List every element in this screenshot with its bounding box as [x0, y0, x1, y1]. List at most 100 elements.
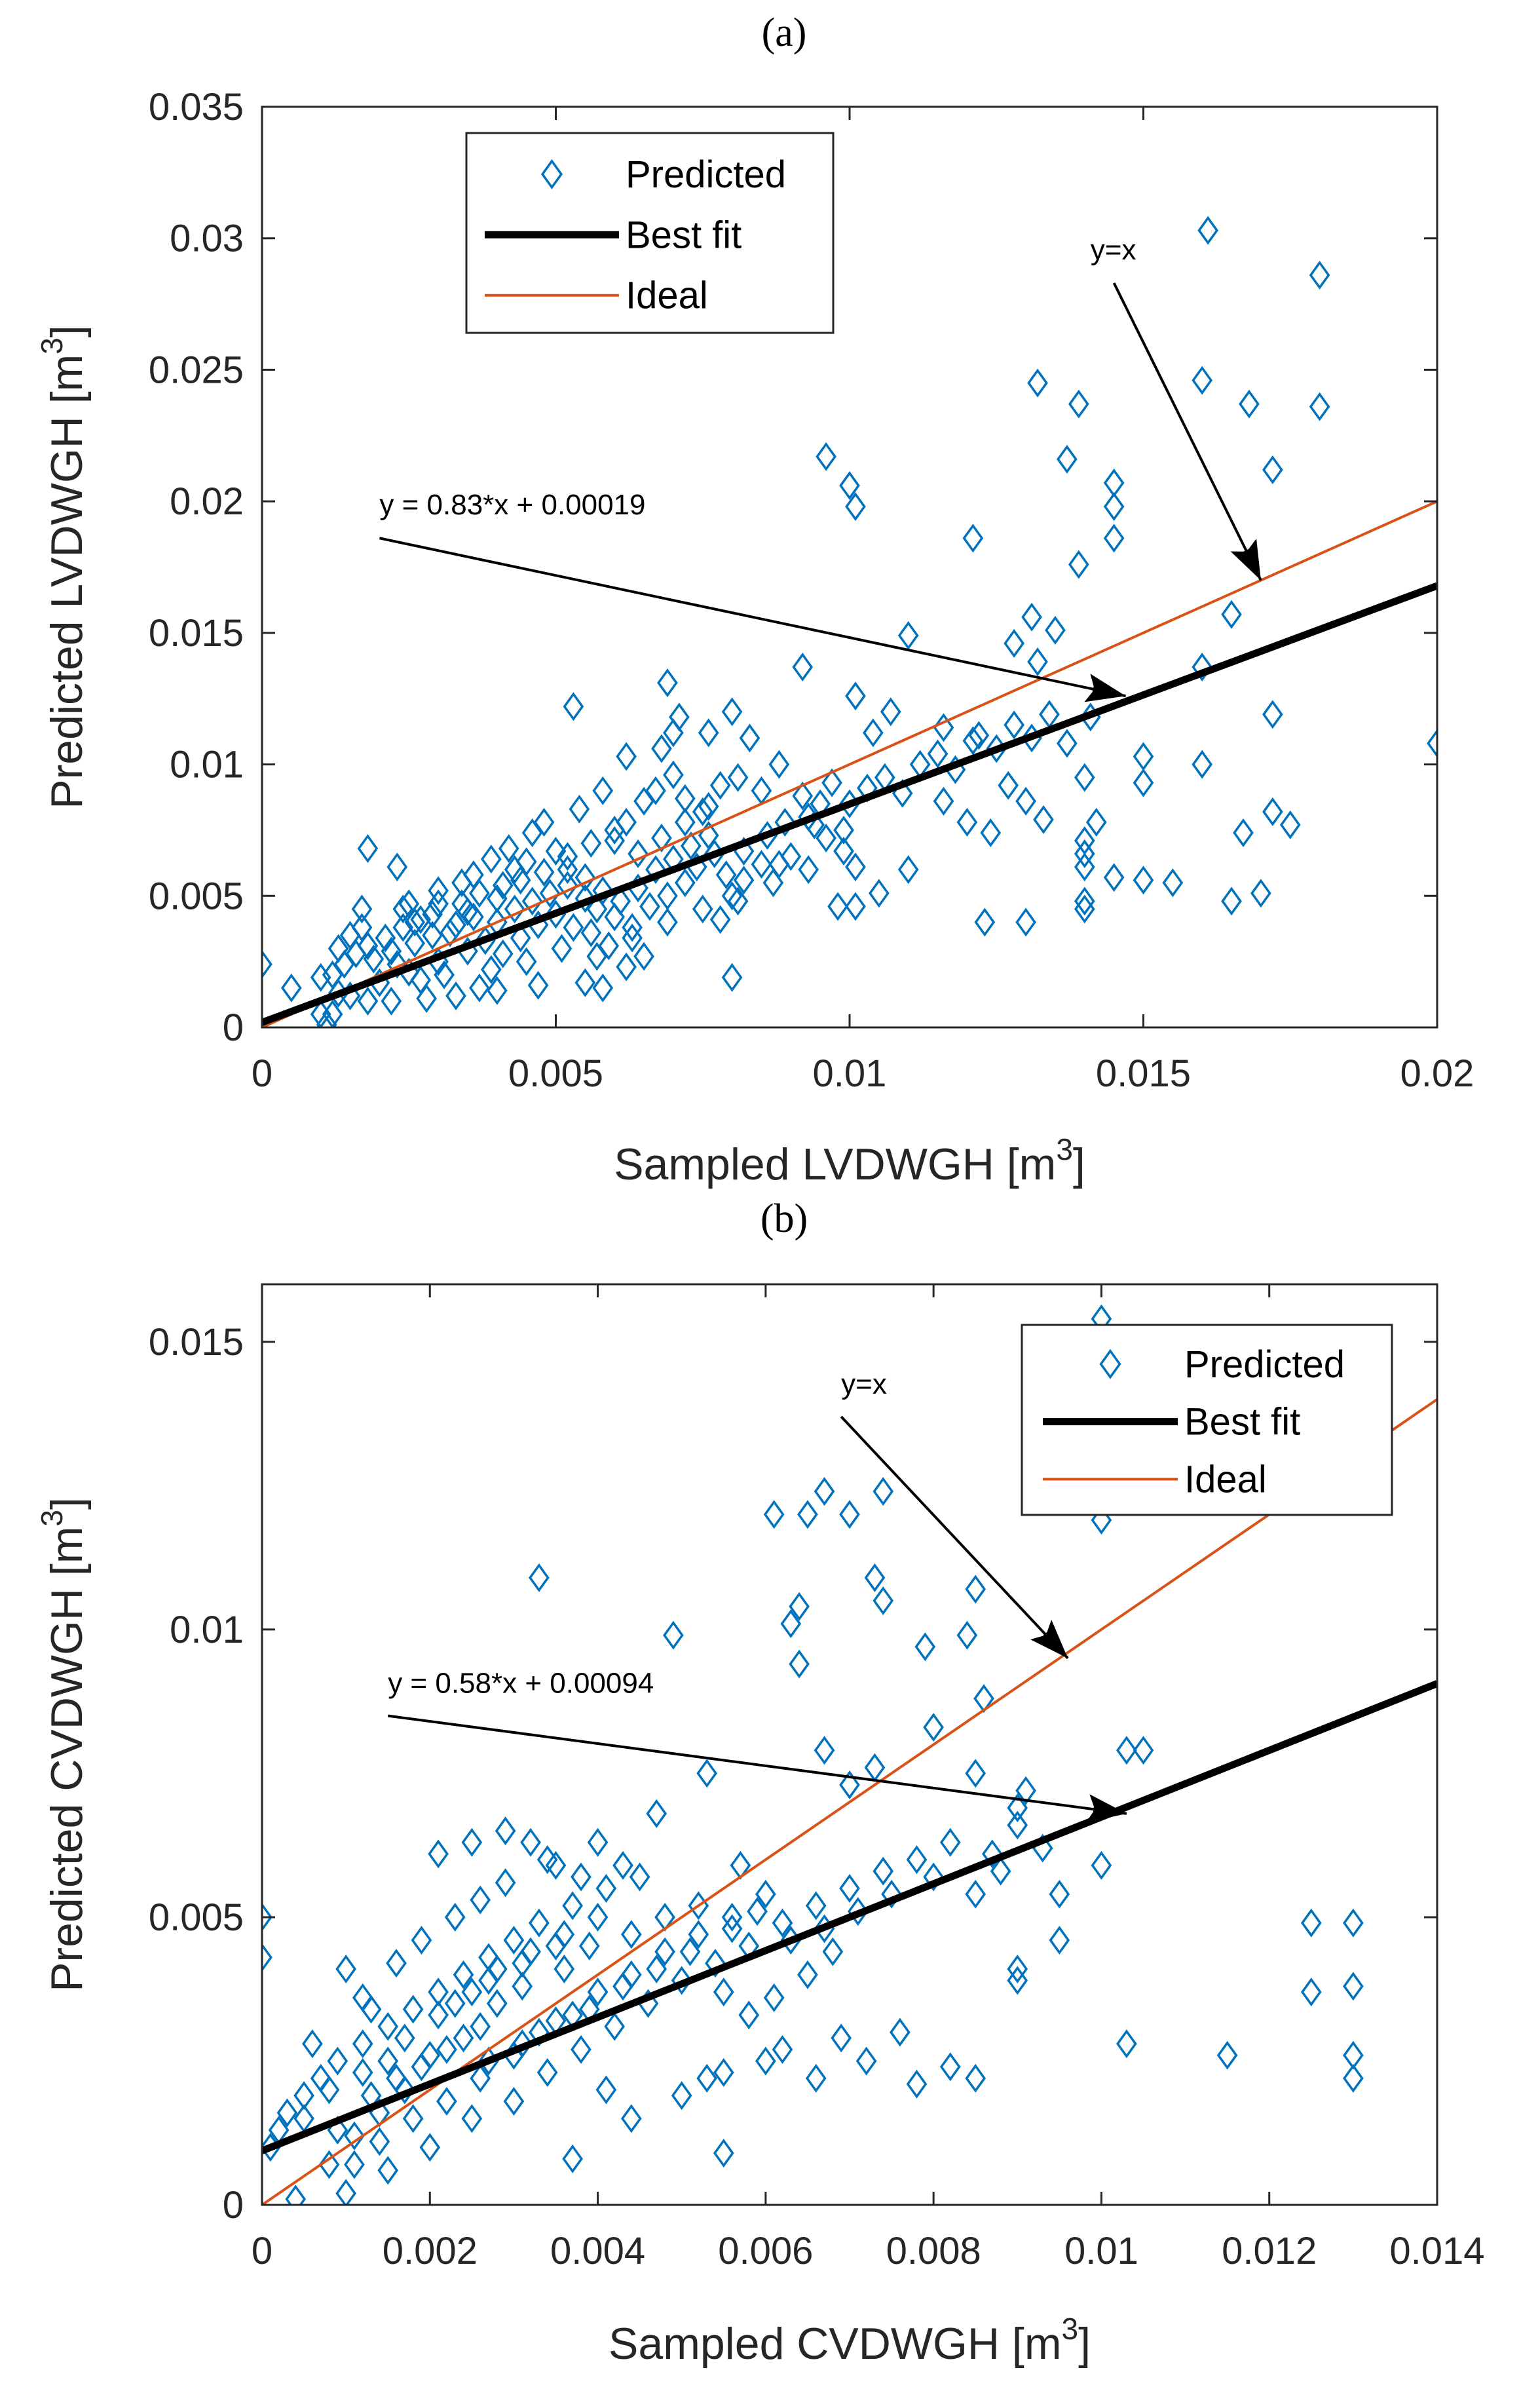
data-point: [503, 2086, 525, 2116]
data-point: [863, 718, 884, 748]
data-point: [768, 750, 790, 779]
y-tick-label: 0.01: [170, 744, 244, 786]
data-point: [302, 2029, 323, 2059]
data-point: [587, 1978, 609, 2007]
panel-label: (a): [762, 10, 807, 55]
legend-marker-predicted: [540, 159, 563, 189]
data-point: [357, 834, 379, 864]
data-point: [721, 1914, 743, 1943]
y-tick-label: 0.005: [149, 875, 244, 917]
data-point: [805, 2063, 827, 2093]
data-point: [262, 1902, 272, 1932]
data-point: [419, 2040, 441, 2070]
data-point: [335, 2179, 356, 2205]
ideal-line: [262, 500, 1437, 1027]
data-point: [461, 1827, 483, 1857]
data-point: [1027, 647, 1048, 677]
data-point: [318, 2150, 340, 2179]
data-point: [709, 905, 731, 934]
data-point: [881, 1879, 902, 1909]
data-point: [428, 889, 449, 919]
data-point: [521, 887, 543, 916]
legend: Predicted Best fit Ideal: [1021, 1324, 1393, 1516]
legend-label: Best fit: [1184, 1401, 1300, 1443]
data-point: [598, 931, 620, 961]
data-point: [440, 918, 460, 947]
data-point: [469, 973, 490, 1003]
data-point: [798, 802, 819, 831]
data-point: [1309, 392, 1330, 421]
data-point: [698, 792, 719, 821]
data-point: [696, 1759, 717, 1788]
data-point: [1262, 700, 1283, 729]
chart-panel-a: (a) 0 0.005 0.01 0.015 0.02 0 0.005 0.01 0.015 0.0…: [35, 10, 1474, 1189]
data-point: [592, 973, 614, 1003]
data-point: [671, 2081, 692, 2111]
data-point: [521, 818, 543, 847]
x-axis-label-exponent: 3: [1056, 1132, 1073, 1166]
data-point: [1027, 368, 1048, 398]
annotations: y = 0.83*x + 0.00019 y=x: [379, 234, 1262, 702]
data-point: [645, 776, 666, 805]
data-point: [322, 960, 343, 989]
data-point: [1133, 866, 1154, 895]
data-point: [470, 1885, 491, 1915]
data-point: [816, 442, 836, 471]
data-point: [965, 2063, 986, 2093]
data-point: [680, 831, 702, 861]
data-point: [445, 981, 466, 1010]
data-point: [839, 1874, 860, 1903]
data-point: [906, 2069, 928, 2099]
data-point: [914, 1632, 936, 1662]
y-axis-label: Predicted CVDWGH [m3]: [35, 1497, 92, 1992]
data-point: [536, 2058, 558, 2088]
data-point: [445, 910, 466, 940]
data-point: [310, 963, 331, 992]
data-point: [721, 697, 743, 727]
data-point: [1343, 1972, 1364, 2001]
data-point: [453, 2023, 474, 2053]
data-point: [1343, 2063, 1364, 2093]
data-point: [1033, 805, 1054, 834]
data-point: [574, 884, 596, 913]
data-point: [616, 952, 637, 982]
data-point: [344, 2150, 365, 2179]
data-point: [1091, 1506, 1112, 1535]
x-tick-label: 0.02: [1400, 1052, 1474, 1095]
annotation-arrow-head: [1230, 539, 1261, 581]
data-point: [377, 2012, 399, 2041]
data-point: [410, 965, 432, 995]
data-point: [1300, 1978, 1322, 2007]
data-point: [404, 908, 426, 937]
data-point: [545, 1850, 567, 1880]
data-point: [671, 1966, 692, 1995]
data-point: [698, 718, 719, 748]
data-point: [1021, 602, 1042, 632]
data-point: [962, 524, 984, 553]
legend-label: Predicted: [626, 153, 786, 196]
data-point: [780, 1609, 802, 1639]
data-point: [510, 923, 531, 953]
data-point: [375, 923, 396, 953]
data-point: [554, 1954, 575, 1983]
data-point: [739, 723, 761, 753]
data-point: [428, 876, 449, 906]
data-point: [604, 815, 626, 845]
data-point: [663, 1620, 684, 1650]
data-point: [755, 1879, 776, 1909]
y-tick-label: 0: [223, 1006, 244, 1049]
data-point: [470, 2012, 491, 2041]
x-tick-label: 0.005: [508, 1052, 603, 1095]
data-point: [352, 2029, 373, 2059]
data-point: [569, 794, 590, 824]
data-point: [1309, 260, 1330, 290]
plot-area: [262, 107, 1437, 1027]
panel-label: (b): [761, 1196, 808, 1241]
data-point: [463, 902, 484, 932]
data-point: [845, 892, 866, 921]
data-point: [1057, 444, 1078, 474]
data-point: [620, 1960, 642, 1989]
data-point: [645, 855, 666, 885]
y-tick-label: 0: [223, 2184, 244, 2226]
data-point: [495, 1868, 516, 1898]
